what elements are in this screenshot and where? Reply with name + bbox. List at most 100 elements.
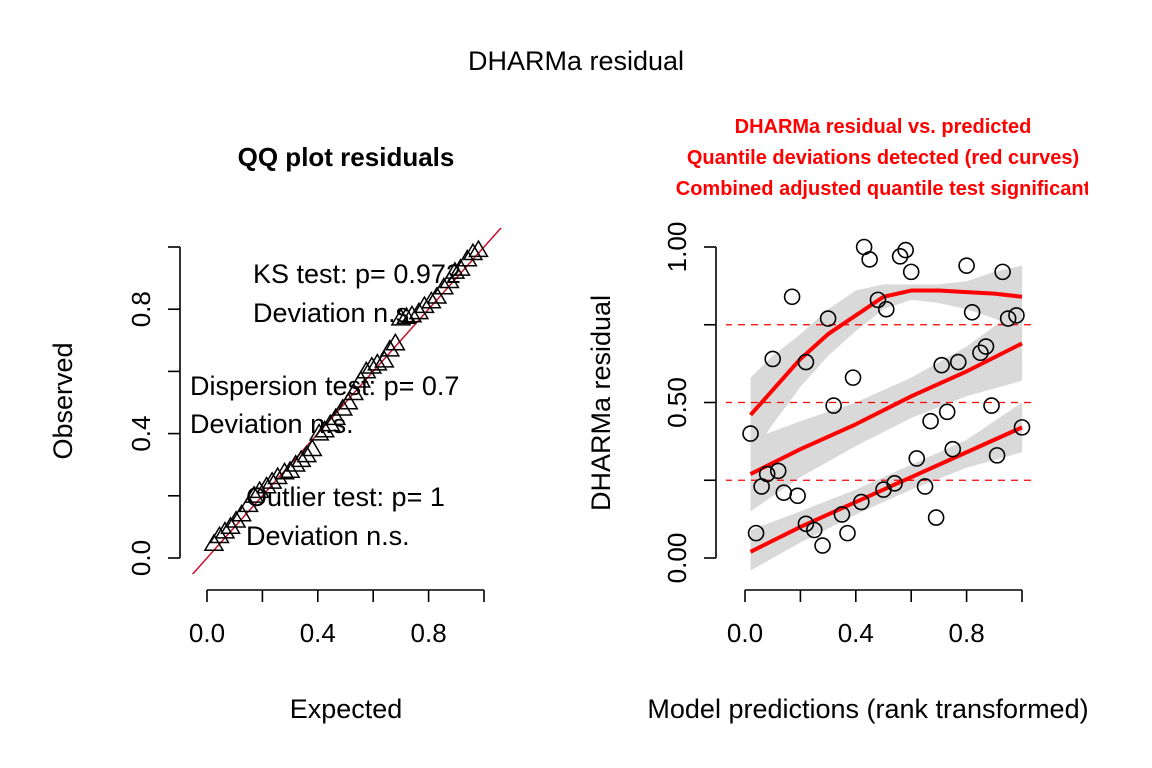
residual-point: [839, 524, 856, 542]
residual-point: [819, 310, 837, 327]
rvp-x-axis-label: Model predictions (rank transformed): [647, 694, 1088, 724]
qq-point: [468, 239, 489, 258]
residual-point: [861, 251, 878, 268]
residual-point: [963, 304, 981, 321]
residual-point: [1013, 419, 1031, 436]
qq-point: [457, 248, 478, 267]
rvp-title-line-1: DHARMa residual vs. predicted: [735, 116, 1032, 138]
residual-point: [797, 353, 815, 371]
residual-point: [916, 478, 934, 495]
residual-point: [908, 450, 926, 467]
residual-point: [902, 263, 920, 281]
residual-point: [886, 475, 903, 492]
residual-point: [988, 447, 1006, 464]
qq-plot-panel: QQ plot residuals Expected Observed 0.0 0…: [48, 142, 502, 724]
qq-point: [337, 392, 359, 410]
qq-x-tick-label: 0.0: [189, 618, 225, 648]
qq-y-tick-label: 0.0: [126, 540, 156, 576]
qq-point: [243, 485, 265, 503]
qq-points: [203, 239, 489, 552]
residual-point: [994, 263, 1011, 281]
qq-point: [296, 444, 318, 463]
quantile-band: [750, 265, 1022, 459]
dispersion-test-text: Dispersion test: p= 0.7: [190, 371, 459, 401]
qq-y-tick-label: 0.8: [126, 291, 156, 327]
qq-point: [426, 286, 448, 304]
qq-point: [414, 295, 435, 314]
qq-x-axis-label: Expected: [290, 694, 403, 724]
rvp-title-line-3: Combined adjusted quantile test signific…: [676, 178, 1091, 200]
residual-point: [891, 248, 909, 265]
quantile-reference-lines: [726, 324, 1036, 481]
qq-point: [379, 339, 401, 357]
residual-point: [1008, 307, 1025, 324]
residual-point: [977, 338, 995, 355]
qq-point: [325, 407, 347, 426]
residual-point: [844, 369, 862, 386]
qq-y-axis-label: Observed: [48, 342, 78, 459]
rvp-x-tick-label: 0.8: [949, 618, 985, 648]
residual-point: [825, 397, 842, 414]
qq-point: [290, 449, 312, 468]
ks-deviation-text: Deviation n.s.: [253, 298, 417, 328]
quantile-curve: [749, 288, 1023, 417]
residual-point: [758, 465, 776, 483]
qq-point: [225, 510, 247, 528]
residual-points: [742, 238, 1031, 554]
qq-x-tick-label: 0.4: [300, 618, 336, 648]
qq-point: [220, 516, 241, 534]
residual-point: [972, 344, 989, 362]
quantile-bands: [750, 265, 1022, 571]
residual-point: [869, 291, 887, 309]
qq-point: [279, 460, 301, 478]
qq-point: [238, 494, 259, 513]
quantile-curve: [749, 425, 1023, 554]
rvp-y-tick-label: 0.50: [662, 377, 692, 428]
qq-test-annotations: KS test: p= 0.972 Deviation n.s. Dispers…: [190, 259, 461, 551]
qq-point: [385, 332, 406, 351]
residual-point: [797, 515, 815, 533]
qq-point: [433, 276, 455, 295]
qq-point: [261, 471, 283, 489]
qq-point: [373, 350, 395, 368]
residual-point: [805, 521, 823, 539]
qq-y-tick-label: 0.4: [126, 416, 156, 452]
residual-point: [747, 524, 765, 542]
qq-axes: 0.0 0.4 0.8 0.0 0.4 0.8: [126, 246, 485, 648]
qq-point: [408, 301, 430, 320]
residual-point: [769, 462, 787, 480]
quantile-curve: [749, 341, 1023, 476]
residual-point: [933, 356, 950, 374]
qq-point: [444, 261, 466, 279]
qq-point: [462, 242, 484, 261]
residual-point: [999, 310, 1017, 327]
qq-x-tick-label: 0.8: [411, 618, 447, 648]
rvp-title-line-2: Quantile deviations detected (red curves…: [687, 147, 1079, 169]
residual-point: [877, 300, 895, 318]
residual-point: [789, 487, 806, 505]
qq-point: [401, 304, 423, 323]
residual-point: [944, 440, 962, 458]
qq-point: [450, 258, 471, 276]
residual-point: [764, 350, 782, 368]
rvp-y-axis-label: DHARMa residual: [586, 295, 616, 511]
outlier-deviation-text: Deviation n.s.: [246, 521, 410, 551]
rvp-y-tick-label: 0.00: [662, 533, 692, 584]
qq-point: [343, 382, 365, 401]
qq-point: [285, 454, 306, 472]
residual-point: [958, 257, 975, 274]
qq-point: [439, 270, 460, 289]
residual-point: [853, 493, 870, 511]
residual-point: [922, 412, 939, 430]
residual-point: [742, 425, 759, 442]
residual-point: [897, 241, 914, 259]
qq-point: [350, 370, 372, 388]
residual-vs-predicted-panel: DHARMa residual vs. predicted Quantile d…: [586, 116, 1091, 724]
outlier-test-text: Outlier test: p= 1: [246, 482, 445, 512]
qq-point: [256, 475, 277, 494]
qq-point: [249, 480, 270, 499]
rvp-x-tick-label: 0.4: [838, 618, 874, 648]
quantile-curves: [749, 288, 1023, 554]
rvp-y-tick-label: 1.00: [662, 222, 692, 273]
qq-point: [314, 420, 336, 438]
